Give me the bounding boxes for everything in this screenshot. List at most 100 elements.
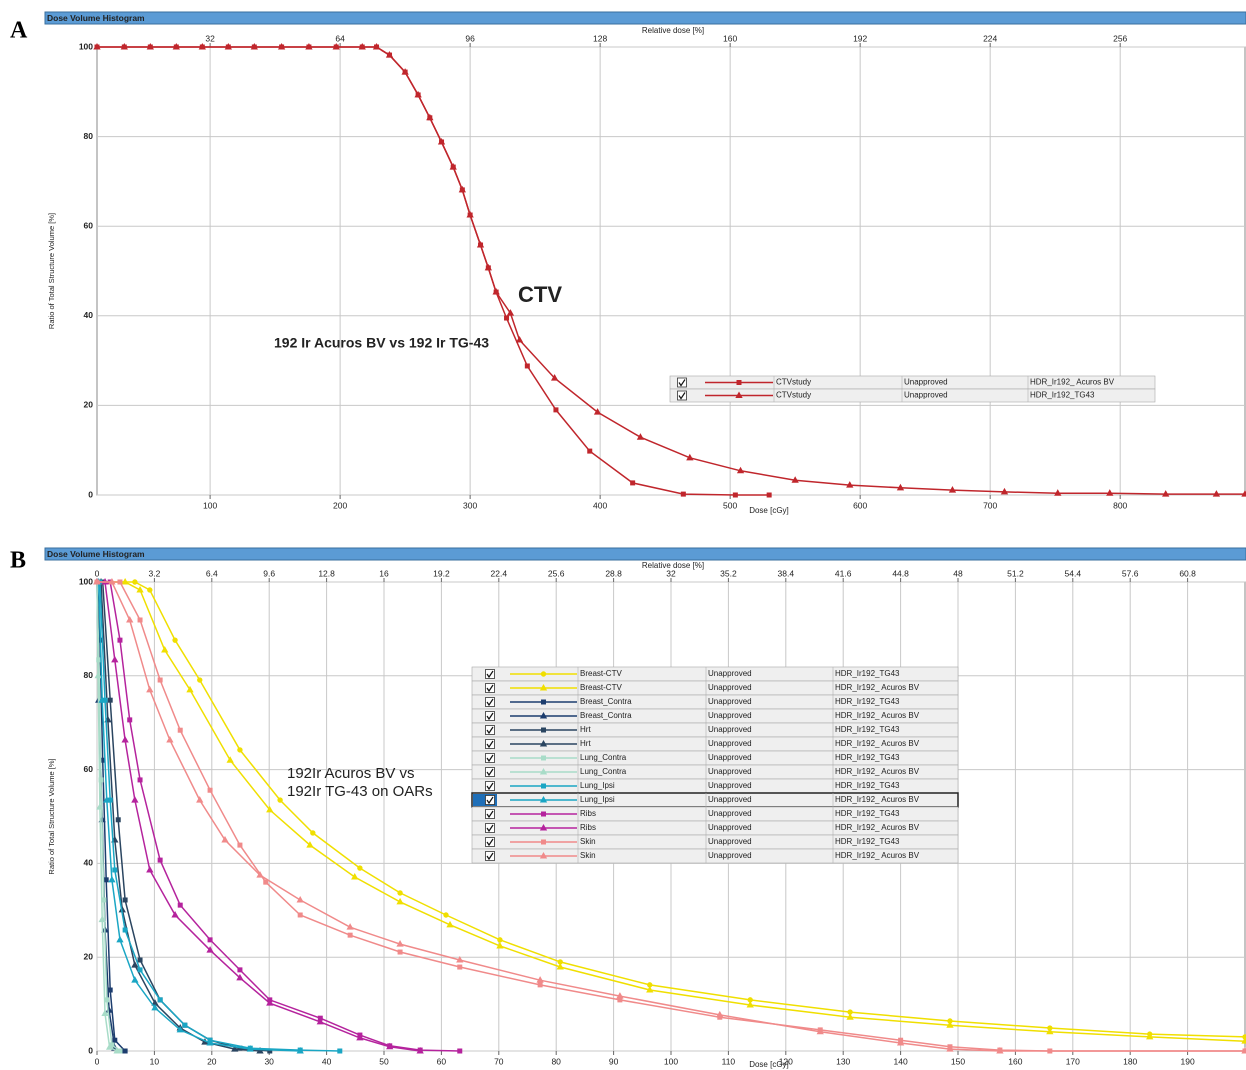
data-point (250, 42, 258, 50)
data-point (1241, 490, 1246, 497)
chart-title: Dose Volume Histogram (47, 549, 145, 559)
legend-checkbox (485, 795, 495, 805)
data-point (296, 1046, 304, 1054)
series-line (97, 581, 1245, 1052)
data-point (316, 1017, 324, 1025)
data-point (446, 920, 454, 928)
data-point (630, 480, 636, 486)
data-point (111, 655, 119, 663)
data-point (196, 796, 204, 803)
annotation: 192 Ir Acuros BV vs 192 Ir TG-43 (274, 335, 489, 351)
chart-title: Dose Volume Histogram (47, 13, 145, 23)
data-point (515, 335, 524, 343)
data-point (157, 997, 163, 1003)
legend-name: Ribs (580, 823, 596, 832)
data-point (246, 1045, 254, 1052)
legend-row: Skin Unapproved HDR_Ir192_ Acuros BV (471, 848, 959, 864)
legend-checkbox (485, 823, 495, 833)
legend-status: Unapproved (708, 767, 752, 776)
data-point (443, 912, 449, 918)
legend-check (486, 712, 494, 721)
annotation: CTV (518, 282, 562, 307)
data-point (176, 1025, 184, 1033)
y-tick-label: 80 (84, 131, 94, 141)
x2-tick-label: 12.8 (318, 568, 335, 578)
legend-row-bg (669, 388, 1156, 403)
data-point (131, 976, 139, 983)
data-point (437, 137, 446, 145)
data-point (537, 982, 543, 988)
x2-tick-label: 35.2 (720, 568, 737, 578)
data-point (126, 615, 134, 623)
legend-marker (541, 811, 546, 817)
data-point (137, 957, 143, 963)
legend-checkbox (485, 697, 495, 707)
legend-status: Unapproved (708, 753, 752, 762)
legend-checkbox (485, 837, 495, 847)
data-point (206, 946, 214, 953)
data-point (556, 963, 564, 970)
data-point (237, 967, 243, 973)
legend-name: Breast-CTV (580, 683, 622, 692)
data-point (506, 309, 515, 316)
data-point (306, 841, 314, 848)
data-point (137, 777, 143, 783)
legend-status: Unapproved (708, 809, 752, 818)
data-point (277, 797, 283, 803)
x-tick-label: 100 (664, 1056, 678, 1066)
legend-marker (736, 380, 742, 385)
legend-row: Lung_Contra Unapproved HDR_Ir192_TG43 (471, 750, 959, 766)
legend-status: Unapproved (904, 391, 948, 400)
data-point (492, 288, 500, 295)
data-point (182, 1022, 188, 1028)
legend-marker (541, 727, 546, 733)
data-point (256, 1046, 264, 1054)
x2-tick-label: 96 (465, 33, 475, 43)
data-point (94, 671, 102, 679)
x-tick-label: 110 (722, 1056, 736, 1066)
x-tick-label: 800 (1113, 500, 1127, 510)
legend-check (486, 698, 494, 707)
x-tick-label: 700 (983, 500, 997, 510)
data-point (1162, 490, 1170, 497)
data-point (310, 830, 316, 836)
data-point (358, 42, 366, 50)
legend-checkbox (677, 390, 687, 401)
data-point (1146, 1032, 1154, 1040)
data-point (1212, 490, 1221, 497)
data-point (587, 448, 593, 454)
data-point (115, 817, 121, 823)
data-point (449, 163, 457, 170)
legend-checkbox (677, 377, 687, 388)
legend-marker (735, 391, 743, 398)
x2-tick-label: 64 (335, 33, 345, 43)
legend-plan: HDR_Ir192_TG43 (835, 781, 900, 790)
legend-row: Breast-CTV Unapproved HDR_Ir192_ Acuros BV (471, 680, 959, 696)
legend-plan: HDR_Ir192_TG43 (1030, 391, 1095, 400)
data-point (107, 697, 113, 703)
data-point (536, 976, 544, 983)
data-point (237, 747, 243, 753)
legend-checkbox (485, 767, 495, 777)
data-point (132, 579, 138, 585)
legend-marker (539, 767, 548, 775)
x2-axis-label: Relative dose [%] (642, 26, 704, 35)
series-line (97, 581, 1246, 1038)
x2-tick-label: 41.6 (835, 568, 852, 578)
data-point (846, 481, 854, 488)
data-point (266, 999, 274, 1006)
data-point (231, 1045, 239, 1052)
annotation: 192Ir TG-43 on OARs (287, 783, 433, 800)
legend-name: CTVstudy (776, 391, 811, 400)
data-point (177, 727, 183, 733)
legend-marker (541, 783, 546, 789)
x-tick-label: 30 (264, 1056, 274, 1066)
legend-status: Unapproved (708, 683, 752, 692)
legend-row: Breast-CTV Unapproved HDR_Ir192_TG43 (471, 666, 959, 682)
data-point (105, 1043, 114, 1050)
data-point (426, 113, 434, 121)
data-point (161, 645, 169, 653)
x2-tick-label: 0 (95, 568, 100, 578)
data-point (108, 875, 116, 883)
